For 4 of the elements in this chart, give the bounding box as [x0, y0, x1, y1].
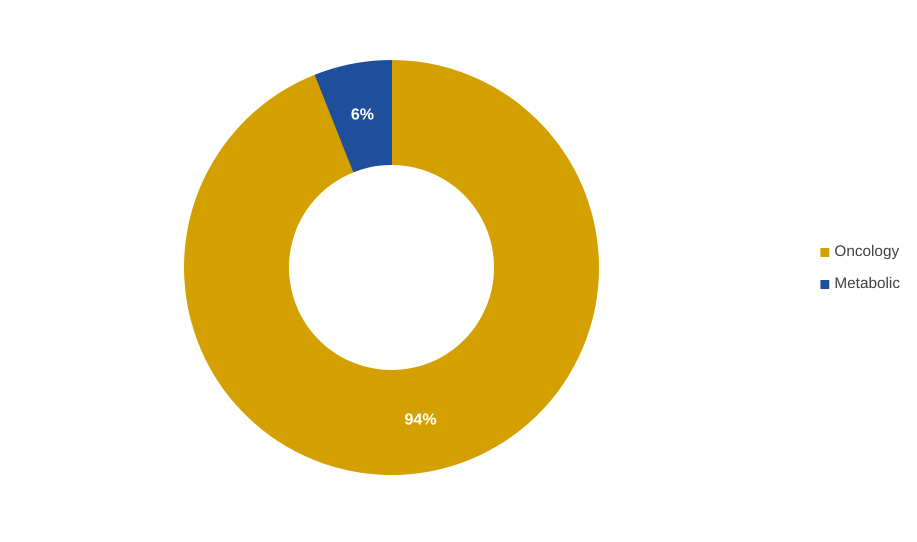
legend-label: Oncology	[834, 243, 900, 261]
data-label: 94%	[404, 411, 437, 428]
legend-label: Metabolic	[834, 275, 900, 293]
data-label: 6%	[350, 106, 374, 124]
